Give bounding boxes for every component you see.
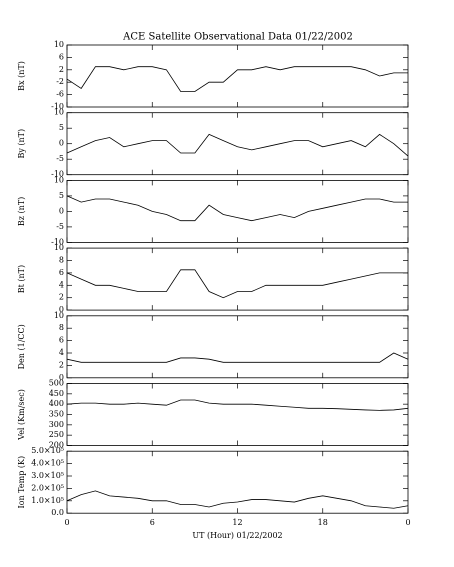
chart-title: ACE Satellite Observational Data 01/22/2…: [122, 32, 353, 43]
y-tick-label: 0: [59, 373, 64, 382]
y-tick-label: -10: [51, 102, 64, 111]
y-tick-label: 10: [54, 311, 64, 320]
y-axis-label: Vel (Km/sec): [17, 389, 26, 441]
panel-frame: [66, 112, 409, 176]
y-tick-label: 6: [59, 52, 64, 61]
y-tick-label: 10: [54, 40, 64, 49]
data-line: [66, 490, 409, 509]
y-tick-label: 450: [49, 389, 64, 398]
panel-frame: [66, 315, 409, 379]
y-tick-label: 5: [59, 123, 64, 132]
y-tick-label: -5: [56, 154, 64, 163]
x-tick-label: 0: [405, 518, 410, 527]
y-axis-label: Den (1/CC): [17, 324, 26, 369]
y-tick-label: 5.0×10⁵: [31, 446, 64, 455]
panel-frame: [66, 44, 409, 108]
y-tick-label: -5: [56, 222, 64, 231]
y-axis-label: Bz (nT): [17, 197, 26, 226]
y-tick-label: 250: [49, 430, 64, 439]
y-tick-label: 2: [59, 293, 64, 302]
panel-frame: [66, 179, 409, 243]
y-axis-label: Ion Temp (K): [17, 456, 26, 509]
y-axis-label: Bx (nT): [17, 61, 26, 91]
panel-frame: [66, 383, 409, 446]
y-tick-label: -10: [51, 237, 64, 246]
data-line: [66, 133, 409, 157]
y-tick-label: 2: [59, 65, 64, 74]
data-line: [66, 399, 409, 411]
x-tick-label: 18: [318, 518, 328, 527]
y-axis-label: Bt (nT): [17, 265, 26, 293]
y-tick-label: 400: [49, 399, 64, 408]
y-tick-label: 0.0: [51, 508, 64, 517]
y-tick-label: 2: [59, 360, 64, 369]
x-tick-label: 12: [232, 518, 242, 527]
y-tick-label: 10: [54, 243, 64, 252]
y-tick-label: 8: [59, 256, 64, 265]
y-tick-label: 10: [54, 108, 64, 117]
y-tick-label: 4.0×10⁵: [31, 459, 64, 468]
y-tick-label: 10: [54, 175, 64, 184]
x-tick-label: 0: [64, 518, 69, 527]
y-axis-label: By (nT): [17, 129, 26, 159]
data-line: [66, 66, 408, 92]
y-tick-label: 4: [59, 348, 64, 357]
y-tick-label: -2: [56, 77, 64, 86]
y-tick-label: 6: [59, 336, 64, 345]
y-tick-label: 3.0×10⁵: [31, 471, 64, 480]
panel-frame: [66, 450, 409, 514]
data-line: [66, 269, 408, 299]
y-tick-label: 1.0×10⁵: [31, 496, 64, 505]
y-tick-label: 0: [59, 139, 64, 148]
y-tick-label: 2.0×10⁵: [31, 483, 64, 492]
y-tick-label: 200: [49, 441, 64, 450]
y-tick-label: 0: [59, 305, 64, 314]
y-tick-label: 4: [59, 280, 64, 289]
data-line: [66, 195, 408, 222]
y-tick-label: 8: [59, 323, 64, 332]
y-tick-label: 6: [59, 268, 64, 277]
x-tick-label: 6: [150, 518, 155, 527]
y-tick-label: 0: [59, 206, 64, 215]
y-tick-label: -6: [56, 90, 64, 99]
y-tick-label: 350: [49, 410, 64, 419]
data-line: [66, 352, 409, 363]
x-axis-label: UT (Hour) 01/22/2002: [192, 531, 282, 540]
y-tick-label: 300: [49, 420, 64, 429]
y-tick-label: -10: [51, 170, 64, 179]
y-tick-label: 5: [59, 191, 64, 200]
panel-frame: [66, 247, 409, 311]
y-tick-label: 500: [49, 379, 64, 388]
